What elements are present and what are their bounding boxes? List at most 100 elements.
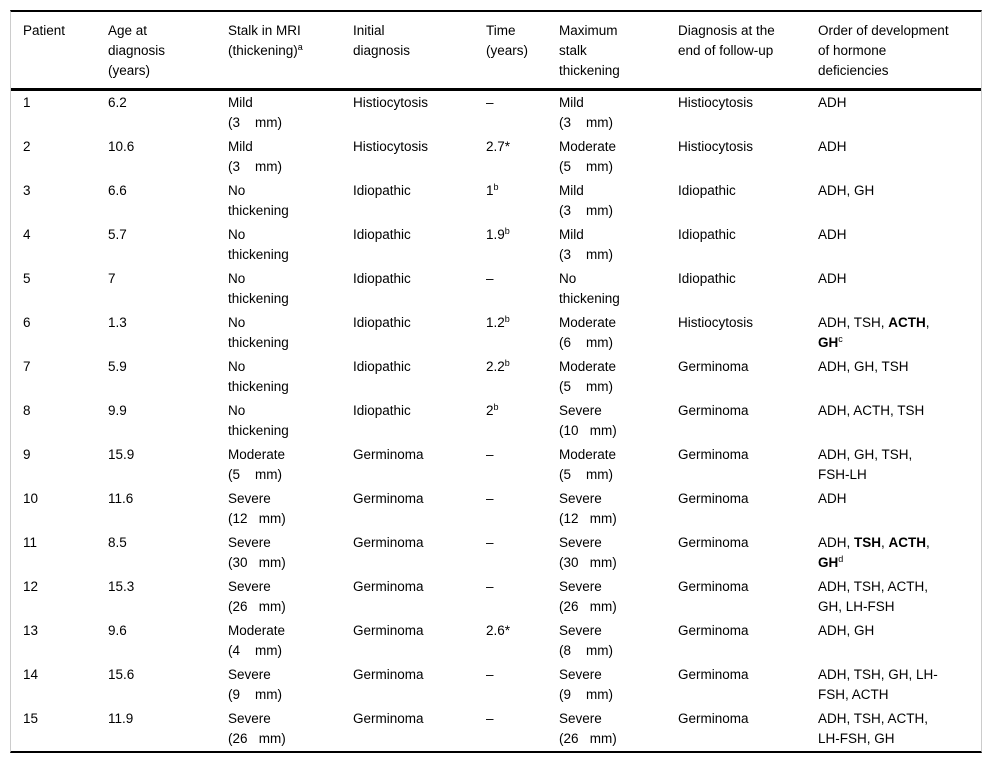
cell-line: (5 mm) [228,467,282,482]
cell-max-stalk-thickening: Moderate (5 mm) [547,135,666,179]
cell-max-stalk-thickening: Severe (8 mm) [547,619,666,663]
column-header-hormone-deficiencies: Order of development of hormone deficienci… [806,12,981,91]
cell-line: thickening [228,379,289,394]
table-row: 7 5.9 No thickening Idiopathic 2.2b Moderate (5… [11,355,981,399]
table-row: 15 11.9 Severe (26 mm) Germinoma – Severe (26 m… [11,707,981,751]
cell-line: 9.9 [108,403,127,418]
cell-hormone-deficiencies: ADH, GH [806,179,981,223]
cell-line: No [228,227,246,242]
cell-initial-diagnosis: Germinoma [341,531,474,575]
table-row: 9 15.9 Moderate (5 mm) Germinoma – Moderate (5 … [11,443,981,487]
cell-patient: 13 [11,619,96,663]
cell-max-stalk-thickening: Severe (26 mm) [547,707,666,751]
cell-max-stalk-thickening: Severe (10 mm) [547,399,666,443]
cell-age-at-diagnosis: 6.6 [96,179,216,223]
cell-stalk-mri: Mild (3 mm) [216,90,341,136]
cell-max-stalk-thickening: Severe (30 mm) [547,531,666,575]
cell-line: 5.9 [108,359,127,374]
cell-line: (thickening)a [228,42,303,59]
cell-line: 9 [23,447,31,462]
cell-line: Order of development [818,23,949,38]
cell-age-at-diagnosis: 5.9 [96,355,216,399]
table-row: 14 15.6 Severe (9 mm) Germinoma – Severe (9 mm)… [11,663,981,707]
cell-line: – [486,579,494,594]
cell-line: Histiocytosis [678,139,754,154]
cell-line: (30 mm) [559,555,617,570]
cell-line: (years) [486,43,529,58]
cell-line: ADH [818,491,847,506]
cell-age-at-diagnosis: 9.6 [96,619,216,663]
cell-stalk-mri: No thickening [216,179,341,223]
cell-line: GHc [818,334,843,351]
table-header: Patient Age at diagnosis (years) Stalk in MR… [11,12,981,91]
cell-initial-diagnosis: Germinoma [341,443,474,487]
cell-line: 1.2b [486,314,510,331]
cell-time: – [474,575,547,619]
cell-hormone-deficiencies: ADH [806,487,981,531]
cell-line: (12 mm) [559,511,617,526]
cell-line: Severe [228,491,271,506]
cell-line: Germinoma [678,579,749,594]
cell-line: 14 [23,667,39,682]
cell-line: (5 mm) [559,467,613,482]
cell-initial-diagnosis: Germinoma [341,487,474,531]
cell-line: Idiopathic [678,183,736,198]
cell-line: 2.7* [486,139,511,154]
cell-line: Age at [108,23,148,38]
cell-line: Idiopathic [353,227,411,242]
cell-line: Moderate [559,359,617,374]
cell-max-stalk-thickening: Severe (26 mm) [547,575,666,619]
cell-line: 12 [23,579,39,594]
cell-line: GH, LH-FSH [818,599,895,614]
cell-stalk-mri: No thickening [216,355,341,399]
cell-line: Germinoma [678,623,749,638]
cell-line: thickening [228,423,289,438]
cell-line: ADH [818,95,847,110]
cell-line: No [228,359,246,374]
cell-diagnosis-follow-up: Germinoma [666,399,806,443]
cell-line: (3 mm) [559,115,613,130]
cell-initial-diagnosis: Histiocytosis [341,90,474,136]
cell-age-at-diagnosis: 9.9 [96,399,216,443]
cell-patient: 1 [11,90,96,136]
cell-line: Severe [559,579,602,594]
cell-line: Histiocytosis [353,95,429,110]
table-row: 13 9.6 Moderate (4 mm) Germinoma 2.6* Severe (8… [11,619,981,663]
cell-line: Idiopathic [353,359,411,374]
cell-line: 15.6 [108,667,135,682]
cell-diagnosis-follow-up: Germinoma [666,355,806,399]
cell-max-stalk-thickening: Mild (3 mm) [547,223,666,267]
cell-line: 8.5 [108,535,127,550]
cell-line: 2.6* [486,623,511,638]
cell-hormone-deficiencies: ADH, TSH, ACTH, GH, LH-FSH [806,575,981,619]
cell-initial-diagnosis: Idiopathic [341,355,474,399]
cell-hormone-deficiencies: ADH, TSH, ACTH, GHd [806,531,981,575]
cell-line: Idiopathic [678,227,736,242]
cell-line: Mild [228,139,253,154]
cell-time: – [474,267,547,311]
cell-hormone-deficiencies: ADH [806,223,981,267]
cell-age-at-diagnosis: 15.3 [96,575,216,619]
cell-line: – [486,711,494,726]
cell-time: – [474,90,547,136]
cell-line: Severe [559,403,602,418]
cell-line: 1.3 [108,315,127,330]
cell-age-at-diagnosis: 11.6 [96,487,216,531]
cell-line: Mild [228,95,253,110]
cell-line: Moderate [559,315,617,330]
cell-line: (5 mm) [559,379,613,394]
cell-line: (26 mm) [559,599,617,614]
column-header-max-stalk-thickening: Maximum stalk thickening [547,12,666,91]
cell-line: 4 [23,227,31,242]
cell-line: 1 [23,95,31,110]
cell-line: ADH, GH, TSH, [818,447,913,462]
cell-line: 3 [23,183,31,198]
cell-max-stalk-thickening: Mild (3 mm) [547,179,666,223]
cell-line: Severe [228,711,271,726]
cell-line: 6 [23,315,31,330]
cell-patient: 7 [11,355,96,399]
cell-hormone-deficiencies: ADH, TSH, ACTH, GHc [806,311,981,355]
cell-line: Germinoma [678,447,749,462]
cell-line: Germinoma [353,623,424,638]
table-row: 5 7 No thickening Idiopathic – No thickening Idi… [11,267,981,311]
